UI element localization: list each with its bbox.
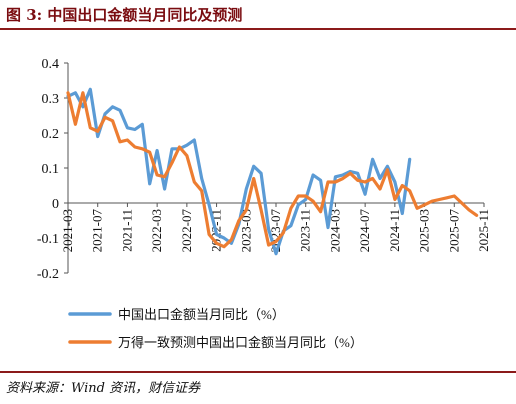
chart: -0.2 -0.1 0 0.1 0.2 0.3 0.4 2021-03 2021-07 2021… — [37, 57, 491, 350]
y-tick-label: -0.2 — [37, 267, 59, 282]
x-tick-label: 2021-11 — [119, 209, 134, 252]
y-tick-label: -0.1 — [37, 232, 59, 247]
y-tick-label: 0.2 — [42, 127, 60, 142]
x-tick-label: 2022-03 — [149, 209, 164, 252]
source-rule — [0, 371, 516, 373]
x-tick-label: 2024-07 — [357, 209, 372, 253]
legend: 中国出口金额当月同比（%） 万得一致预测中国出口金额当月同比（%） — [68, 307, 363, 350]
x-tick-label: 2024-03 — [327, 209, 342, 252]
figure-title: 图 3: 中国出口金额当月同比及预测 — [6, 6, 243, 24]
y-tick-label: 0.1 — [42, 162, 60, 177]
x-tick-label: 2022-07 — [179, 209, 194, 253]
title-rule — [0, 28, 516, 30]
x-tick-label: 2023-03 — [238, 209, 253, 252]
x-tick-label: 2024-11 — [387, 209, 402, 252]
x-tick-label: 2025-07 — [446, 209, 461, 253]
series-lines — [66, 87, 479, 256]
legend-label-2: 万得一致预测中国出口金额当月同比（%） — [118, 335, 363, 350]
x-tick-label: 2023-11 — [298, 209, 313, 252]
source-note: 资料来源：Wind 资讯，财信证券 — [6, 381, 201, 396]
legend-label-1: 中国出口金额当月同比（%） — [118, 307, 285, 322]
x-tick-label: 2021-03 — [60, 209, 75, 252]
y-axis: -0.2 -0.1 0 0.1 0.2 0.3 0.4 — [37, 57, 69, 282]
x-tick-label: 2021-07 — [90, 209, 105, 253]
y-tick-label: 0 — [52, 197, 59, 212]
x-axis: 2021-03 2021-07 2021-11 2022-03 2022-07 2022-… — [60, 202, 491, 253]
x-tick-label: 2025-11 — [476, 209, 491, 252]
y-tick-label: 0.4 — [42, 57, 60, 72]
series-line-2 — [66, 91, 479, 249]
y-tick-label: 0.3 — [42, 92, 60, 107]
x-tick-label: 2025-03 — [417, 209, 432, 252]
